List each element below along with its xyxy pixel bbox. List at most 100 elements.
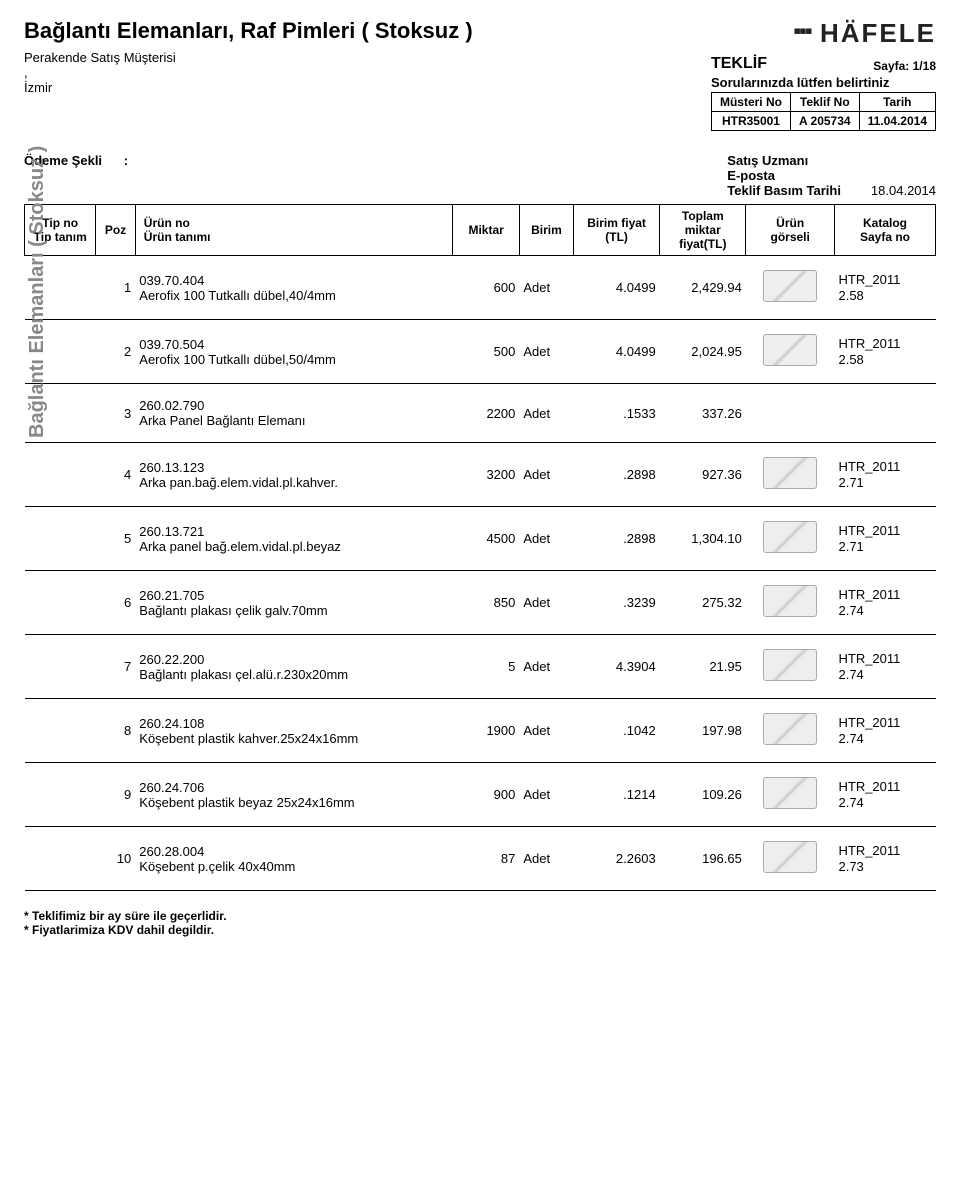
product-image-icon [763,649,817,681]
catalog-cell: HTR_20112.58 [834,256,935,320]
tip-cell [25,699,96,763]
catalog-page: 2.74 [838,603,931,619]
total-cell: 337.26 [660,384,746,443]
col-poz: Poz [96,205,135,256]
image-cell [746,763,835,827]
unit-price-cell: .1214 [574,763,660,827]
unit-price-cell: 2.2603 [574,827,660,891]
col-product: Ürün no Ürün tanımı [135,205,453,256]
product-cell: 260.28.004Köşebent p.çelik 40x40mm [135,827,453,891]
product-cell: 260.22.200Bağlantı plakası çel.alü.r.230… [135,635,453,699]
info-v1: HTR35001 [711,112,790,131]
qty-cell: 500 [453,320,519,384]
catalog-page: 2.74 [838,731,931,747]
table-row: 6260.21.705Bağlantı plakası çelik galv.7… [25,571,936,635]
info-h3: Tarih [859,93,935,112]
catalog-ref: HTR_2011 [838,779,931,795]
unit-price-cell: .1533 [574,384,660,443]
product-name: Köşebent plastik kahver.25x24x16mm [139,731,449,746]
total-cell: 1,304.10 [660,507,746,571]
customer-label: Perakende Satış Müşterisi [24,50,473,65]
catalog-cell: HTR_20112.74 [834,571,935,635]
unit-cell: Adet [519,256,573,320]
catalog-cell [834,384,935,443]
image-cell [746,827,835,891]
image-cell [746,571,835,635]
product-name: Bağlantı plakası çelik galv.70mm [139,603,449,618]
product-name: Arka panel bağ.elem.vidal.pl.beyaz [139,539,449,554]
product-name: Aerofix 100 Tutkallı dübel,50/4mm [139,352,449,367]
catalog-page: 2.58 [838,352,931,368]
catalog-ref: HTR_2011 [838,587,931,603]
catalog-page: 2.73 [838,859,931,875]
product-cell: 260.21.705Bağlantı plakası çelik galv.70… [135,571,453,635]
print-date-value: 18.04.2014 [871,183,936,198]
catalog-ref: HTR_2011 [838,336,931,352]
unit-price-cell: .2898 [574,443,660,507]
email-label: E-posta [727,168,867,183]
product-cell: 039.70.404Aerofix 100 Tutkallı dübel,40/… [135,256,453,320]
product-code: 039.70.404 [139,273,449,288]
col-image: Ürün görseli [746,205,835,256]
catalog-cell: HTR_20112.73 [834,827,935,891]
product-name: Arka Panel Bağlantı Elemanı [139,413,449,428]
unit-cell: Adet [519,635,573,699]
table-row: 5260.13.721Arka panel bağ.elem.vidal.pl.… [25,507,936,571]
product-image-icon [763,457,817,489]
teklif-label: TEKLİF [711,55,767,73]
unit-price-cell: .3239 [574,571,660,635]
table-row: 1039.70.404Aerofix 100 Tutkallı dübel,40… [25,256,936,320]
total-cell: 2,429.94 [660,256,746,320]
unit-cell: Adet [519,571,573,635]
qty-cell: 4500 [453,507,519,571]
product-code: 260.21.705 [139,588,449,603]
poz-cell: 9 [96,763,135,827]
poz-cell: 3 [96,384,135,443]
print-date-label: Teklif Basım Tarihi [727,183,867,198]
catalog-page: 2.74 [838,667,931,683]
tip-cell [25,571,96,635]
qty-cell: 1900 [453,699,519,763]
product-image-icon [763,777,817,809]
table-row: 10260.28.004Köşebent p.çelik 40x40mm87Ad… [25,827,936,891]
col-unit-price: Birim fiyat (TL) [574,205,660,256]
product-name: Arka pan.bağ.elem.vidal.pl.kahver. [139,475,449,490]
total-cell: 197.98 [660,699,746,763]
qty-cell: 87 [453,827,519,891]
info-h1: Müsteri No [711,93,790,112]
unit-price-cell: 4.0499 [574,256,660,320]
catalog-cell: HTR_20112.74 [834,635,935,699]
image-cell [746,699,835,763]
tip-cell [25,827,96,891]
poz-cell: 10 [96,827,135,891]
qty-cell: 850 [453,571,519,635]
table-row: 9260.24.706Köşebent plastik beyaz 25x24x… [25,763,936,827]
catalog-ref: HTR_2011 [838,272,931,288]
poz-cell: 6 [96,571,135,635]
product-cell: 260.13.721Arka panel bağ.elem.vidal.pl.b… [135,507,453,571]
table-row: 8260.24.108Köşebent plastik kahver.25x24… [25,699,936,763]
table-row: 7260.22.200Bağlantı plakası çel.alü.r.23… [25,635,936,699]
product-image-icon [763,585,817,617]
info-table: Müsteri No Teklif No Tarih HTR35001 A 20… [711,92,936,131]
brand-logo: ▪▪▪ HÄFELE [711,18,936,49]
col-total: Toplam miktar fiyat(TL) [660,205,746,256]
payment-row: Ödeme Şekli : Satış Uzmanı E-posta Tekli… [24,153,936,198]
poz-cell: 4 [96,443,135,507]
city: İzmir [24,80,473,95]
table-row: 2039.70.504Aerofix 100 Tutkallı dübel,50… [25,320,936,384]
catalog-ref: HTR_2011 [838,523,931,539]
header: Bağlantı Elemanları, Raf Pimleri ( Stoks… [24,18,936,131]
info-v3: 11.04.2014 [859,112,935,131]
product-code: 260.13.123 [139,460,449,475]
footer-line-1: * Teklifimiz bir ay süre ile geçerlidir. [24,909,936,923]
product-name: Aerofix 100 Tutkallı dübel,40/4mm [139,288,449,303]
product-image-icon [763,334,817,366]
unit-cell: Adet [519,699,573,763]
total-cell: 2,024.95 [660,320,746,384]
unit-cell: Adet [519,384,573,443]
product-image-icon [763,841,817,873]
qty-cell: 600 [453,256,519,320]
poz-cell: 2 [96,320,135,384]
image-cell [746,507,835,571]
